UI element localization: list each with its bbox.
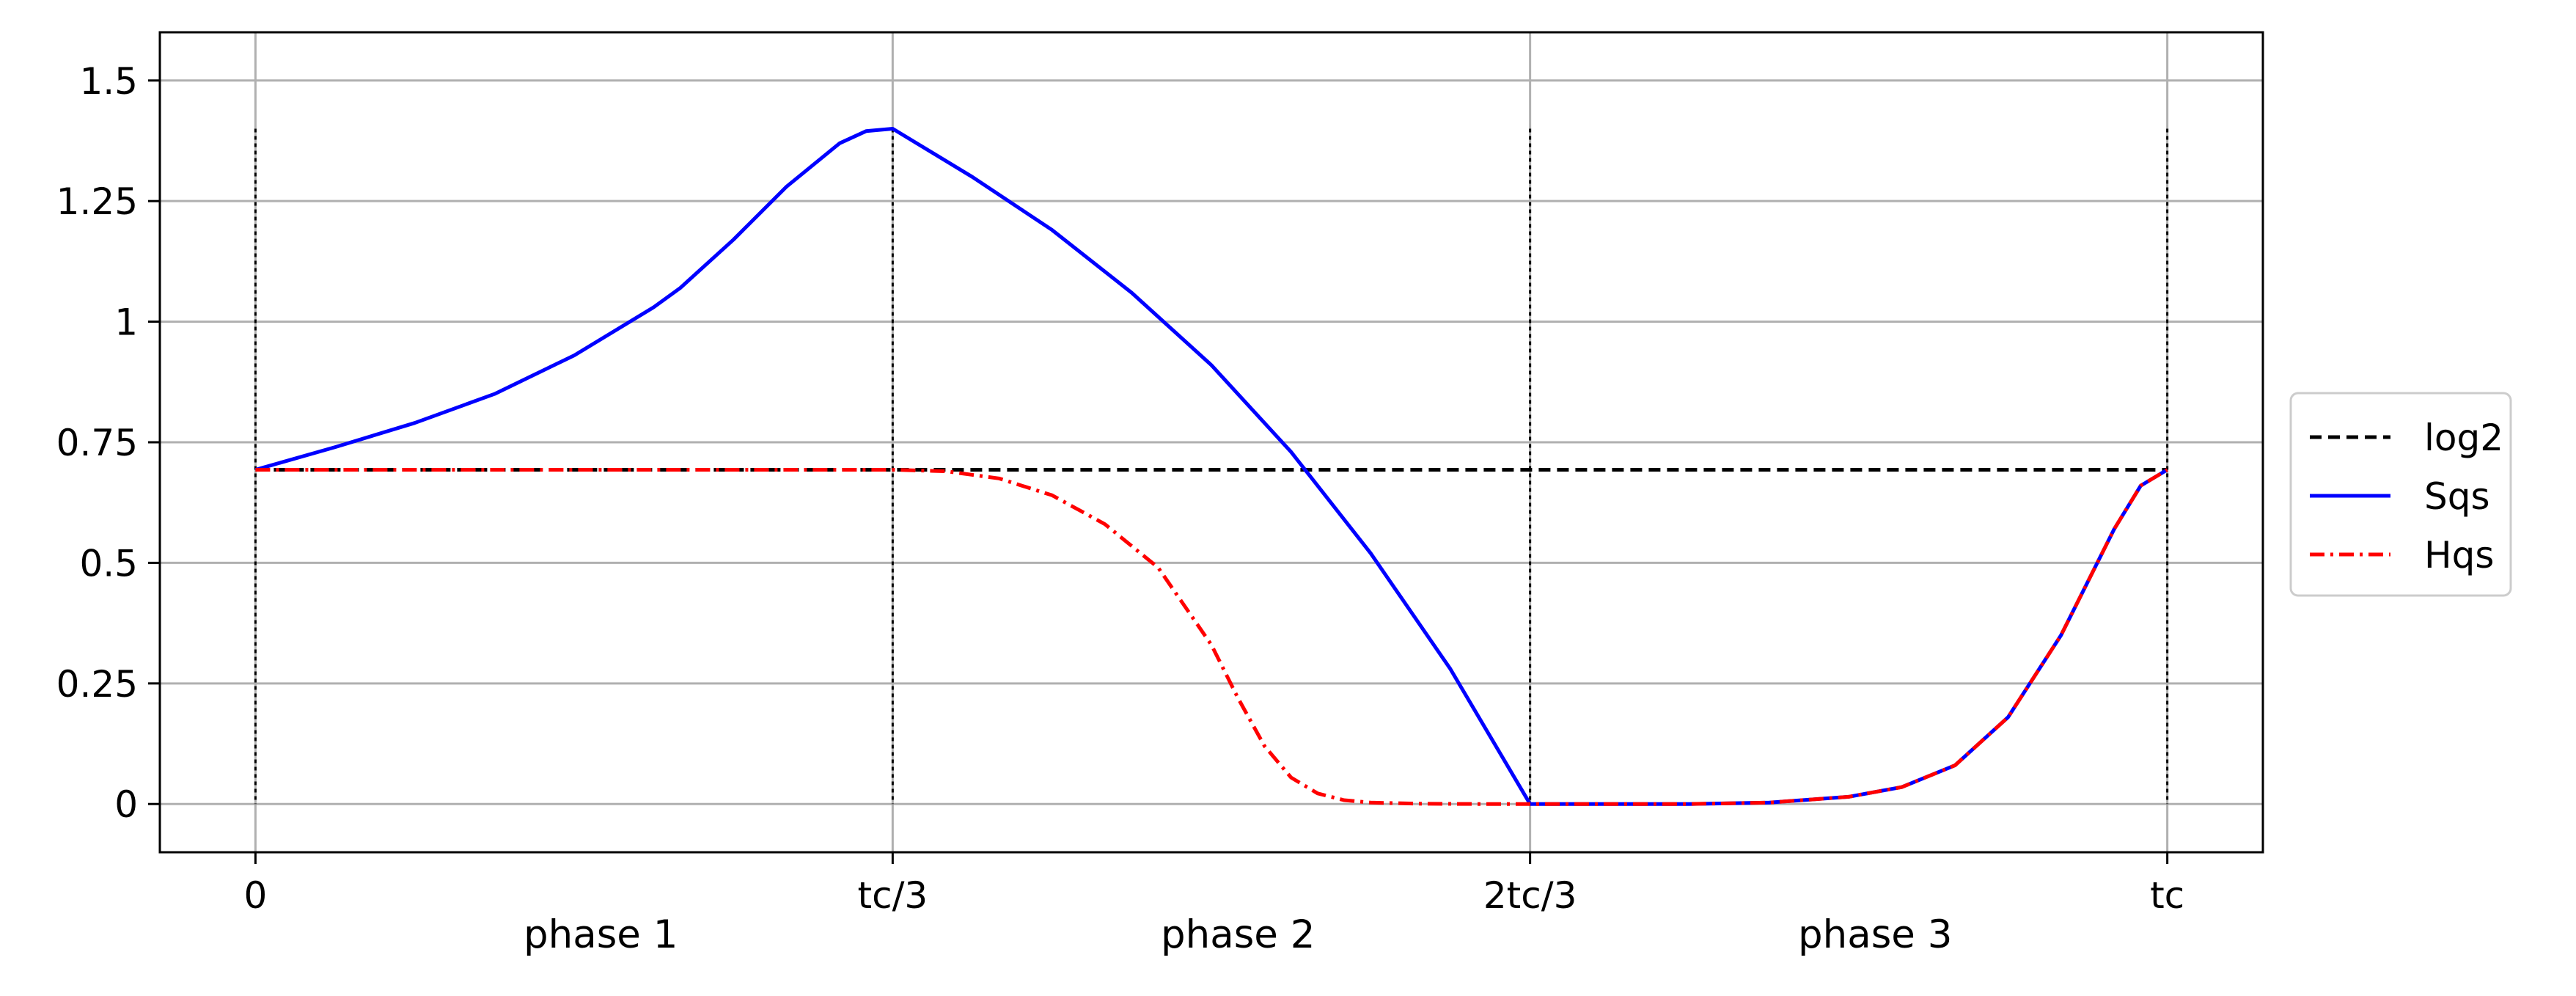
phase-label-1: phase 1: [524, 912, 678, 957]
y-tick-label-6: 1.5: [79, 60, 138, 103]
y-tick-label-4: 1: [114, 301, 138, 344]
y-axis-ticks: 0 0.25 0.5 0.75 1 1.25 1.5: [56, 60, 160, 826]
y-tick-label-2: 0.5: [79, 542, 138, 585]
phase-label-3: phase 3: [1798, 912, 1953, 957]
series-lines: [254, 127, 2168, 806]
y-tick-label-5: 1.25: [56, 180, 138, 223]
y-tick-label-3: 0.75: [56, 422, 138, 464]
x-tick-label-2: 2tc/3: [1483, 874, 1577, 917]
x-tick-label-3: tc: [2150, 874, 2184, 917]
legend-label-hqs: Hqs: [2424, 534, 2494, 576]
legend-label-sqs: Sqs: [2424, 475, 2490, 518]
x-axis-ticks: 0 tc/3 2tc/3 tc: [243, 852, 2184, 917]
legend: log2 Sqs Hqs: [2289, 392, 2512, 597]
phase-labels: phase 1 phase 2 phase 3: [524, 912, 1953, 957]
legend-box: [2289, 392, 2512, 597]
phase-label-2: phase 2: [1161, 912, 1315, 957]
series-line-sqs: [254, 127, 2168, 806]
x-tick-label-0: 0: [243, 874, 267, 917]
x-tick-label-1: tc/3: [857, 874, 928, 917]
y-tick-label-1: 0.25: [56, 663, 138, 706]
phase-boundary-lines: [254, 128, 2169, 805]
legend-entries: log2 Sqs Hqs: [2310, 417, 2503, 576]
grid-lines: [160, 32, 2263, 852]
series-line-hqs: [255, 468, 2168, 806]
legend-label-log2: log2: [2424, 417, 2503, 459]
y-tick-label-0: 0: [114, 783, 138, 826]
